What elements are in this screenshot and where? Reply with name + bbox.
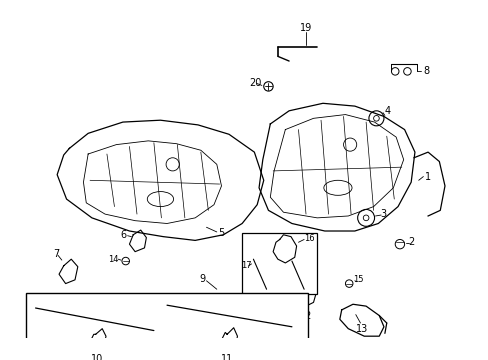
Text: 12: 12 xyxy=(299,311,311,320)
Text: 5: 5 xyxy=(218,228,224,238)
FancyBboxPatch shape xyxy=(26,293,307,360)
Text: 9: 9 xyxy=(199,274,205,284)
Text: 2: 2 xyxy=(407,237,413,247)
Text: 3: 3 xyxy=(379,209,386,219)
Text: 10: 10 xyxy=(91,354,103,360)
Text: 4: 4 xyxy=(384,106,390,116)
Text: 13: 13 xyxy=(355,324,368,334)
Text: 7: 7 xyxy=(53,248,59,258)
Text: 14: 14 xyxy=(108,255,119,264)
Text: 11: 11 xyxy=(221,354,233,360)
Text: 19: 19 xyxy=(299,23,311,33)
Text: 8: 8 xyxy=(422,66,428,76)
Text: 15: 15 xyxy=(353,275,363,284)
Text: 20: 20 xyxy=(248,78,261,87)
FancyBboxPatch shape xyxy=(242,233,317,294)
Text: 1: 1 xyxy=(424,172,430,181)
Text: 6: 6 xyxy=(121,230,126,240)
Text: 16: 16 xyxy=(304,234,314,243)
Text: 17: 17 xyxy=(240,261,251,270)
